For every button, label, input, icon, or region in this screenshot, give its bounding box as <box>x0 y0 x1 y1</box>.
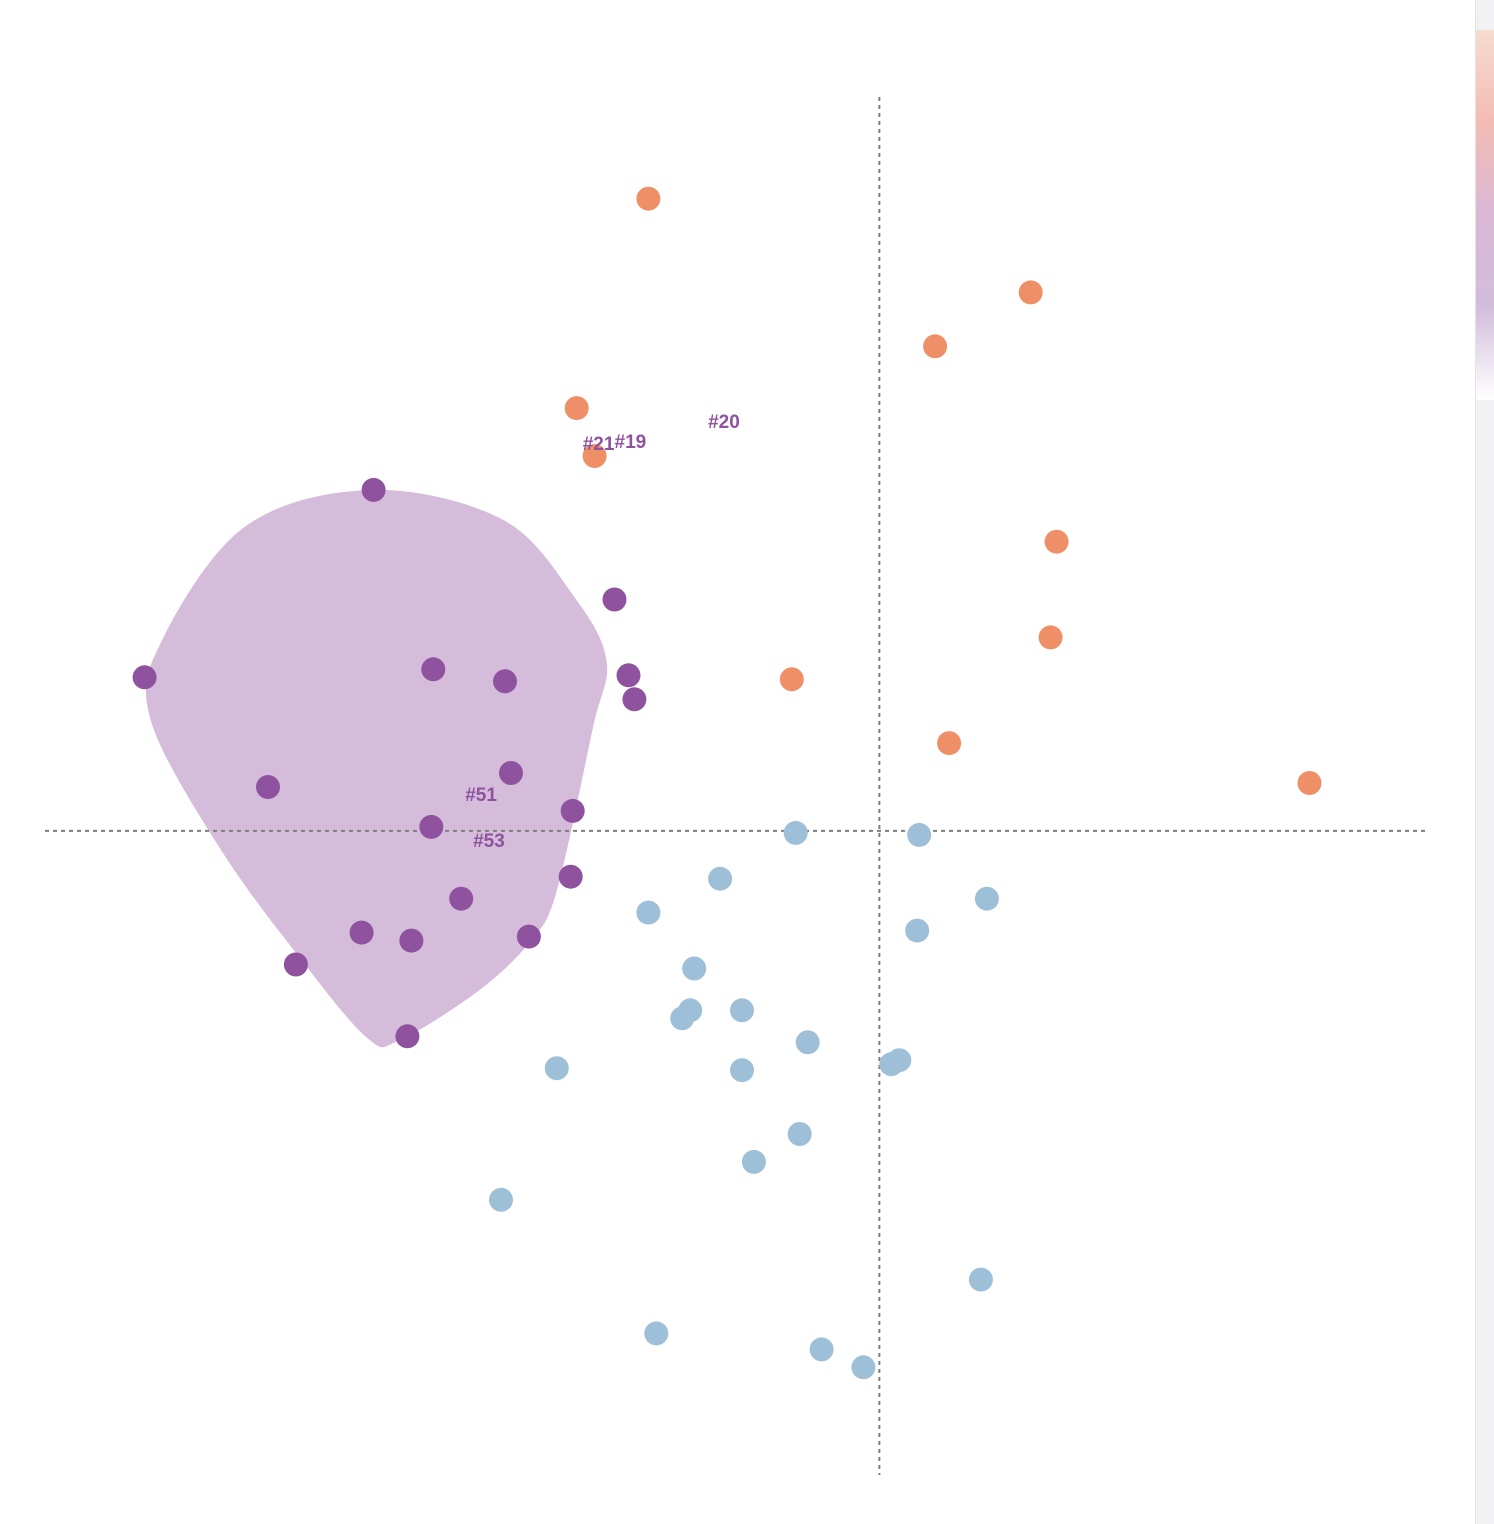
purple-cluster-hull-layer <box>145 489 608 1048</box>
blue-data-point[interactable] <box>907 822 932 847</box>
blue-data-point[interactable] <box>644 1321 669 1346</box>
blue-data-point[interactable] <box>879 1052 904 1077</box>
purple-data-point[interactable] <box>256 775 280 799</box>
blue-data-point[interactable] <box>708 866 733 891</box>
orange-data-point[interactable] <box>564 396 589 421</box>
blue-data-point[interactable] <box>670 1006 695 1031</box>
orange-data-point[interactable] <box>779 667 804 692</box>
purple-data-point[interactable] <box>493 669 517 694</box>
point-label: #51 <box>465 785 497 806</box>
blue-data-point[interactable] <box>636 900 661 925</box>
purple-data-point[interactable] <box>132 665 157 690</box>
purple-data-point[interactable] <box>516 924 541 949</box>
reference-axes <box>45 97 1425 1475</box>
orange-data-point[interactable] <box>582 444 607 468</box>
blue-data-point[interactable] <box>905 918 930 943</box>
data-points <box>132 186 1322 1380</box>
point-label: #20 <box>708 412 740 433</box>
orange-data-point[interactable] <box>937 731 962 756</box>
purple-data-point[interactable] <box>419 814 444 839</box>
blue-data-point[interactable] <box>730 998 754 1023</box>
orange-data-point[interactable] <box>1038 625 1063 650</box>
purple-data-point[interactable] <box>499 761 523 785</box>
purple-data-point[interactable] <box>449 886 474 911</box>
purple-data-point[interactable] <box>602 587 627 612</box>
cluster-hull <box>145 489 608 1048</box>
blue-data-point[interactable] <box>489 1187 513 1212</box>
blue-data-point[interactable] <box>787 1122 812 1146</box>
orange-data-point[interactable] <box>923 334 948 359</box>
purple-data-point[interactable] <box>622 687 647 712</box>
purple-data-point[interactable] <box>283 952 308 977</box>
point-label: #19 <box>615 432 647 453</box>
purple-data-point[interactable] <box>558 864 583 889</box>
blue-data-point[interactable] <box>851 1355 876 1380</box>
blue-data-point[interactable] <box>968 1267 993 1292</box>
blue-data-point[interactable] <box>682 956 707 981</box>
blue-data-point[interactable] <box>741 1149 766 1174</box>
blue-data-point[interactable] <box>974 886 999 911</box>
purple-data-point[interactable] <box>421 657 446 682</box>
point-label: #21 <box>583 434 615 455</box>
purple-data-point[interactable] <box>395 1024 420 1049</box>
blue-data-point[interactable] <box>730 1058 754 1083</box>
purple-data-point[interactable] <box>560 798 585 823</box>
blue-data-point[interactable] <box>783 820 808 845</box>
orange-data-point[interactable] <box>1018 280 1043 305</box>
purple-data-point[interactable] <box>616 663 641 688</box>
blue-data-point[interactable] <box>809 1337 834 1362</box>
point-label: #53 <box>473 831 505 852</box>
purple-data-point[interactable] <box>399 928 424 953</box>
purple-data-point[interactable] <box>361 477 386 502</box>
color-scale-strip <box>1476 30 1494 400</box>
orange-data-point[interactable] <box>636 186 661 211</box>
orange-data-point[interactable] <box>1044 529 1069 554</box>
orange-data-point[interactable] <box>1297 771 1322 795</box>
blue-data-point[interactable] <box>544 1056 569 1081</box>
blue-data-point[interactable] <box>795 1030 820 1055</box>
purple-data-point[interactable] <box>349 920 374 945</box>
point-annotations: #21 #19 #20 #51 #53 <box>465 412 740 852</box>
